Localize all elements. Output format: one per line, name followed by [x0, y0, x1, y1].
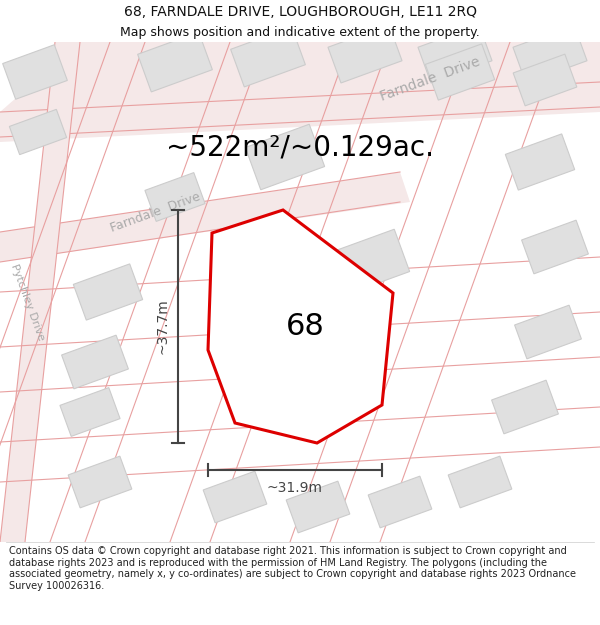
Polygon shape [62, 335, 128, 389]
Text: ~31.9m: ~31.9m [267, 481, 323, 495]
Polygon shape [505, 134, 575, 190]
Polygon shape [245, 124, 325, 190]
Polygon shape [513, 25, 587, 83]
Polygon shape [0, 42, 600, 142]
Polygon shape [10, 109, 67, 154]
Polygon shape [331, 229, 410, 295]
Text: ~522m²/~0.129ac.: ~522m²/~0.129ac. [166, 133, 434, 161]
Polygon shape [418, 25, 492, 83]
Text: ~37.7m: ~37.7m [155, 299, 169, 354]
Polygon shape [448, 456, 512, 508]
Polygon shape [60, 388, 120, 436]
Polygon shape [137, 32, 212, 92]
Polygon shape [0, 172, 410, 262]
Polygon shape [0, 42, 80, 542]
Polygon shape [73, 264, 143, 320]
Text: Farndale  Drive: Farndale Drive [108, 189, 202, 234]
Polygon shape [328, 25, 402, 83]
Polygon shape [286, 481, 350, 533]
Polygon shape [513, 54, 577, 106]
Text: Contains OS data © Crown copyright and database right 2021. This information is : Contains OS data © Crown copyright and d… [9, 546, 576, 591]
Text: Pytchley Drive: Pytchley Drive [10, 262, 47, 342]
Polygon shape [2, 45, 67, 99]
Polygon shape [68, 456, 132, 508]
Text: Map shows position and indicative extent of the property.: Map shows position and indicative extent… [120, 26, 480, 39]
Text: 68: 68 [286, 312, 325, 341]
Polygon shape [515, 305, 581, 359]
Text: 68, FARNDALE DRIVE, LOUGHBOROUGH, LE11 2RQ: 68, FARNDALE DRIVE, LOUGHBOROUGH, LE11 2… [124, 5, 476, 19]
Polygon shape [230, 27, 305, 87]
Polygon shape [491, 380, 559, 434]
Polygon shape [203, 471, 267, 523]
Polygon shape [145, 173, 205, 221]
Polygon shape [368, 476, 432, 528]
Polygon shape [208, 210, 393, 443]
Text: Farndale  Drive: Farndale Drive [378, 54, 482, 104]
Polygon shape [425, 44, 494, 100]
Polygon shape [521, 220, 589, 274]
